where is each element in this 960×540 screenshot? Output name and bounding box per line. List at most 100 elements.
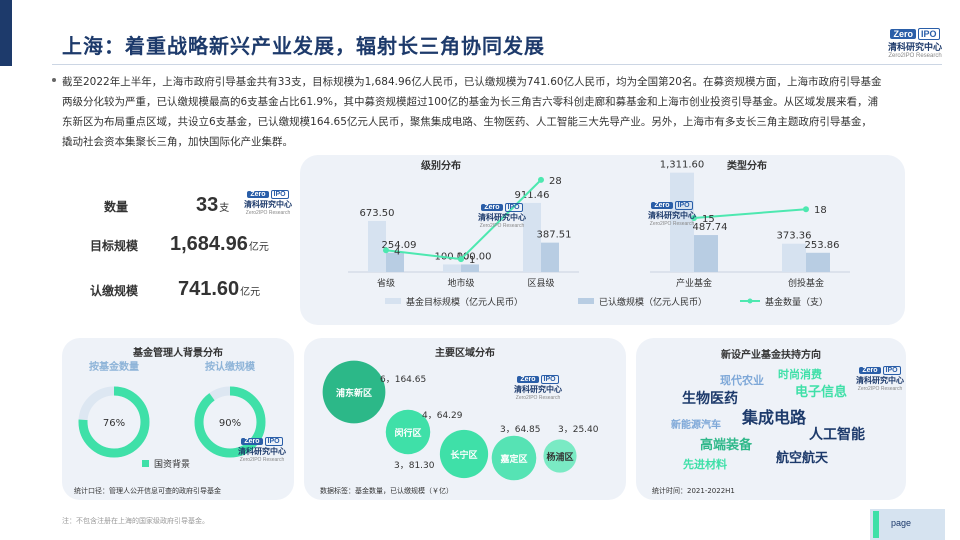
bar-target: [443, 264, 461, 272]
keyword: 航空航天: [776, 451, 829, 466]
logo-ipo: IPO: [540, 375, 559, 384]
intro-paragraph: 截至2022年上半年，上海市政府引导基金共有33支，目标规模为1,684.96亿…: [62, 76, 882, 148]
level-chart-title: 级别分布: [420, 159, 461, 172]
bar-target-label: 373.36: [777, 231, 812, 242]
region-value-label: 6，164.65: [380, 375, 426, 385]
logo-en: Zero2IPO Research: [245, 210, 291, 216]
category-label: 区县级: [527, 277, 554, 289]
stat-target-number: 1,684.96: [170, 233, 248, 255]
logo-zero: Zero: [890, 29, 916, 39]
logo-en: Zero2IPO Research: [239, 457, 285, 463]
category-label: 地市级: [447, 277, 474, 289]
logo-zero: Zero: [481, 204, 503, 211]
region-value-label: 3，25.40: [558, 425, 599, 435]
count-label: 1: [469, 255, 475, 266]
page-label: page: [891, 518, 912, 528]
zero2ipo-logo: Zero IPO 清科研究中心 Zero2IPO Research: [856, 366, 904, 392]
stat-subscribed-label: 认缴规模: [90, 284, 139, 298]
legend-count-label: 基金数量（支）: [765, 296, 828, 308]
pie-footnote: 统计口径：管理人公开信息可查的政府引导基金: [74, 487, 221, 495]
zero2ipo-logo: Zero IPO 清科研究中心 Zero2IPO Research: [648, 201, 696, 227]
region-value-label: 4，64.29: [422, 411, 463, 421]
title-divider: [52, 64, 942, 65]
logo-zero: Zero: [241, 438, 263, 445]
bar-target-label: 100.00: [435, 251, 470, 262]
stat-subscribed-unit: 亿元: [240, 287, 261, 298]
bar-subscribed-label: 253.86: [805, 240, 840, 251]
logo-en: Zero2IPO Research: [515, 395, 561, 401]
category-label: 省级: [377, 277, 395, 289]
bar-target-label: 911.46: [515, 190, 550, 201]
bar-subscribed: [386, 252, 404, 272]
stat-target-label: 目标规模: [90, 239, 139, 253]
wordcloud-title: 新设产业基金扶持方向: [721, 350, 821, 361]
region-footnote: 数据标签：基金数量，已认缴规模（￥亿）: [320, 487, 453, 495]
region-bubble: [322, 360, 386, 424]
bar-target: [670, 172, 694, 272]
bar-target-label: 1,311.60: [660, 160, 705, 171]
distribution-panel: [300, 155, 905, 325]
stat-count-value: 33支: [196, 194, 229, 217]
count-label: 28: [549, 176, 562, 187]
region-bubble: [439, 429, 489, 479]
logo-zero: Zero: [247, 191, 269, 198]
keyword: 集成电路: [742, 408, 807, 427]
logo-zero: Zero: [651, 202, 673, 209]
bar-subscribed-label: 100.00: [457, 251, 492, 262]
region-bubble: [543, 439, 577, 473]
page-title: 上海：着重战略新兴产业发展，辐射长三角协同发展: [62, 34, 545, 58]
keyword: 新能源汽车: [671, 420, 721, 431]
logo-cn: 清科研究中心: [514, 385, 562, 394]
pie-charts: 按基金数量 76% 按认缴规模 90% 国资背景: [78, 360, 266, 470]
stat-target-value: 1,684.96亿元: [170, 233, 269, 256]
wordcloud-footnote: 统计时间：2021-2022H1: [652, 487, 735, 495]
left-accent-stripe: [0, 0, 12, 66]
category-label: 产业基金: [676, 277, 712, 289]
stat-count-number: 33: [196, 194, 219, 216]
region-bubble: [385, 409, 431, 455]
logo-cn: 清科研究中心: [888, 43, 943, 53]
bottom-note: 注：不包含注册在上海的国家级政府引导基金。: [62, 517, 209, 525]
logo-ipo: IPO: [504, 203, 523, 212]
region-bubble: [491, 435, 537, 481]
bar-target: [368, 220, 386, 272]
bar-subscribed-label: 254.09: [382, 240, 417, 251]
logo-cn: 清科研究中心: [238, 447, 286, 456]
bar-subscribed-label: 487.74: [693, 222, 728, 233]
bar-subscribed: [694, 235, 718, 272]
region-value-label: 3，64.85: [500, 425, 541, 435]
keyword: 高端装备: [700, 438, 753, 453]
pie-legend-swatch: [142, 460, 149, 467]
logo-cn: 清科研究中心: [478, 213, 526, 222]
legend-count-point: [747, 298, 753, 304]
legend-subscribed-label: 已认缴规模（亿元人民币）: [599, 296, 707, 308]
legend-target-swatch: [385, 298, 401, 304]
bar-subscribed: [806, 252, 830, 272]
pie-legend-label: 国资背景: [154, 458, 190, 470]
keyword: 电子信息: [795, 385, 848, 400]
pie-percent-label: 90%: [219, 418, 241, 429]
logo-en: Zero2IPO Research: [888, 53, 942, 59]
count-label: 4: [394, 246, 400, 257]
region-name: 杨浦区: [546, 451, 573, 463]
pie-slice-state-owned: [194, 386, 266, 458]
keyword: 人工智能: [809, 427, 865, 443]
count-label: 15: [702, 214, 715, 225]
stat-target-unit: 亿元: [248, 242, 269, 253]
logo-cn: 清科研究中心: [856, 376, 904, 385]
bar-target: [782, 243, 806, 272]
count-line: [693, 208, 807, 219]
stat-subscribed-value: 741.60亿元: [178, 278, 260, 301]
count-point: [383, 247, 389, 254]
region-value-label: 3，81.30: [394, 461, 435, 471]
pie-panel-title: 基金管理人背景分布: [133, 348, 223, 359]
count-point: [458, 256, 464, 263]
bar-subscribed: [541, 242, 559, 272]
count-point: [538, 176, 544, 183]
keyword: 时尚消费: [778, 368, 822, 381]
logo-ipo: IPO: [882, 366, 901, 375]
region-name: 闵行区: [394, 427, 421, 439]
pie-slice-state-owned: [78, 386, 150, 458]
pie-percent-label: 76%: [103, 418, 125, 429]
